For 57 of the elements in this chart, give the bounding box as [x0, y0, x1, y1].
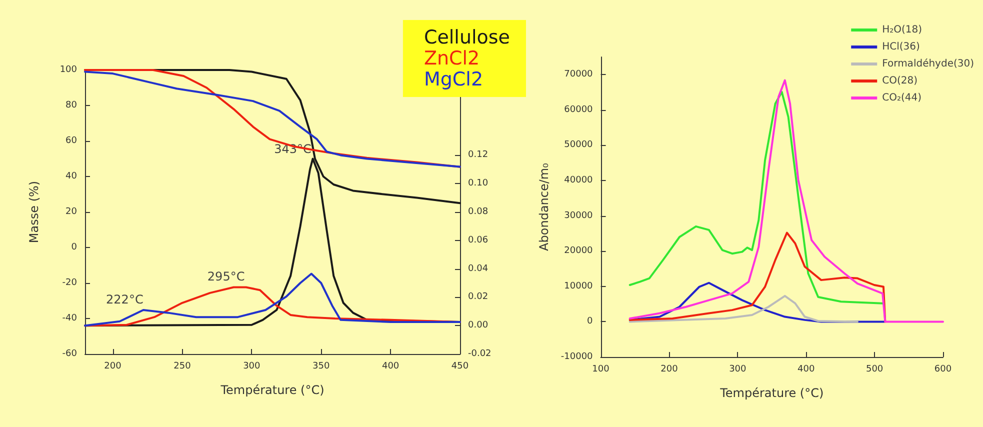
legend-label: HCl(36) [882, 42, 920, 52]
x-tick-label: 300 [729, 364, 747, 374]
y-tick-label: 20000 [564, 246, 594, 256]
x-tick-label: 500 [866, 364, 884, 374]
y-tick-label: 60000 [564, 104, 594, 115]
y-tick-label: -40 [62, 314, 78, 324]
y-tick-label: 70000 [564, 70, 594, 80]
y-tick-label: 60 [66, 136, 78, 146]
y-tick-label: 0 [71, 242, 78, 252]
line-series [84, 272, 461, 327]
y2-tick-label: 0.02 [468, 292, 488, 302]
line-series [628, 294, 858, 323]
y-tick-label: 80 [66, 100, 78, 110]
x-tick-label: 350 [312, 362, 330, 372]
y-tick-label: 40000 [564, 176, 594, 186]
y-tick-label: -60 [62, 349, 78, 359]
y-axis-title: Masse (%) [27, 180, 41, 244]
x-tick-label: 450 [451, 362, 469, 372]
x-tick-label: 200 [104, 362, 122, 372]
y2-tick-label: 0.06 [468, 235, 488, 246]
y2-tick-label: -0.02 [468, 349, 492, 359]
x-tick-label: 200 [660, 364, 678, 374]
x-tick-label: 300 [243, 362, 261, 372]
y-tick-label: 10000 [564, 281, 594, 292]
x-tick-label: 400 [382, 362, 400, 372]
y-tick-label: 20 [66, 207, 78, 217]
legend-label: CO(28) [882, 76, 918, 86]
line-series [628, 90, 884, 304]
y-tick-label: -10000 [560, 352, 594, 362]
y-tick-label: -20 [62, 278, 78, 288]
y-tick-label: 40 [66, 172, 78, 182]
annotation: 295°C [207, 270, 245, 284]
y2-tick-label: 0.04 [468, 264, 488, 274]
y-tick-label: 100 [60, 65, 78, 75]
line-series [628, 282, 886, 323]
text: Cellulose [424, 26, 510, 48]
x-tick-label: 400 [798, 364, 815, 374]
y-tick-label: 50000 [564, 140, 594, 150]
line-series [628, 232, 886, 323]
x-axis-title: Température (°C) [719, 386, 824, 400]
y2-tick-label: 0.08 [468, 207, 488, 217]
annotation: 222°C [106, 292, 144, 307]
y-tick-label: 30000 [564, 210, 594, 221]
x-tick-label: 100 [592, 364, 610, 374]
x-axis-title: Température (°C) [220, 383, 324, 397]
y2-tick-label: 0.12 [468, 150, 488, 160]
x-tick-label: 600 [934, 364, 952, 374]
y2-tick-label: 0.00 [468, 320, 488, 331]
text: MgCl2 [424, 68, 484, 90]
legend-label: Formaldéhyde(30) [882, 58, 974, 70]
y-tick-label: 0 [587, 316, 594, 327]
y-axis-title: Abondance/m₀ [537, 162, 551, 251]
legend-label: CO₂(44) [882, 92, 922, 104]
legend-label: H₂O(18) [882, 24, 922, 36]
text: ZnCl2 [424, 48, 480, 70]
x-tick-label: 250 [174, 362, 192, 372]
y2-tick-label: 0.10 [468, 178, 488, 189]
